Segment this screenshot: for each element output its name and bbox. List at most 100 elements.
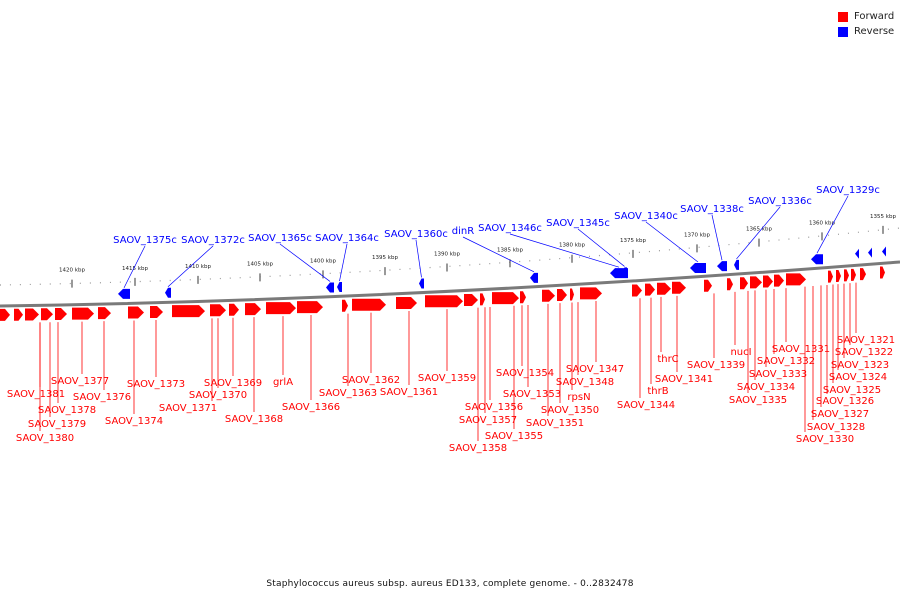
- forward-gene[interactable]: [672, 281, 686, 294]
- reverse-gene[interactable]: [337, 282, 342, 293]
- reverse-gene[interactable]: [118, 288, 130, 299]
- forward-gene[interactable]: [542, 289, 555, 302]
- forward-gene[interactable]: [750, 276, 762, 289]
- forward-gene-label: SAOV_1334: [737, 382, 795, 393]
- reverse-gene[interactable]: [326, 282, 334, 293]
- reverse-gene[interactable]: [622, 267, 627, 278]
- forward-gene-label: SAOV_1379: [28, 419, 86, 430]
- forward-gene[interactable]: [128, 306, 144, 319]
- reverse-gene-label: SAOV_1365c: [248, 233, 312, 244]
- forward-gene[interactable]: [266, 302, 296, 315]
- reverse-leader-line: [711, 214, 723, 261]
- forward-gene[interactable]: [657, 282, 671, 295]
- forward-gene-label: SAOV_1363: [319, 388, 377, 399]
- forward-gene-label: SAOV_1328: [807, 422, 865, 433]
- reverse-gene[interactable]: [717, 261, 727, 272]
- forward-gene[interactable]: [880, 266, 885, 279]
- forward-gene[interactable]: [25, 308, 39, 321]
- reverse-swatch: [838, 26, 848, 37]
- forward-gene-label: SAOV_1326: [816, 396, 874, 407]
- forward-gene[interactable]: [245, 303, 261, 316]
- forward-gene-label: SAOV_1370: [189, 390, 247, 401]
- reverse-gene-label: SAOV_1360c: [384, 229, 448, 240]
- forward-gene-label: SAOV_1371: [159, 403, 217, 414]
- forward-gene[interactable]: [55, 308, 67, 321]
- forward-gene[interactable]: [520, 291, 526, 304]
- forward-gene[interactable]: [727, 278, 733, 291]
- forward-gene[interactable]: [480, 293, 485, 306]
- reverse-gene-label: SAOV_1338c: [680, 204, 744, 215]
- scale-track: 1420 kbp 1415 kbp 1410 kbp 1405 kbp 1400 kbp…: [0, 214, 900, 288]
- forward-gene-label: SAOV_1377: [51, 376, 109, 387]
- forward-gene[interactable]: [632, 284, 642, 297]
- forward-gene[interactable]: [342, 299, 348, 312]
- forward-gene[interactable]: [763, 275, 773, 288]
- gene-labels: SAOV_1375c SAOV_1372c SAOV_1365c SAOV_1364c…: [7, 185, 895, 454]
- forward-gene[interactable]: [740, 277, 748, 290]
- forward-gene[interactable]: [150, 305, 163, 318]
- forward-gene[interactable]: [557, 289, 567, 302]
- forward-gene-label: grlA: [273, 377, 293, 388]
- forward-gene[interactable]: [229, 303, 239, 316]
- forward-gene[interactable]: [580, 287, 602, 300]
- forward-gene[interactable]: [492, 292, 519, 305]
- scale-label: 1380 kbp: [559, 243, 585, 249]
- reverse-gene-label: SAOV_1329c: [816, 185, 880, 196]
- forward-gene-label: SAOV_1378: [38, 405, 96, 416]
- reverse-gene[interactable]: [419, 278, 424, 289]
- forward-gene[interactable]: [851, 268, 856, 281]
- forward-gene[interactable]: [570, 288, 574, 301]
- forward-swatch: [838, 11, 848, 22]
- reverse-leader-line: [645, 221, 699, 263]
- forward-gene-label: SAOV_1362: [342, 375, 400, 386]
- forward-gene[interactable]: [297, 301, 323, 314]
- forward-gene-label: SAOV_1331: [772, 344, 830, 355]
- forward-gene[interactable]: [704, 279, 712, 292]
- forward-gene[interactable]: [210, 304, 226, 317]
- forward-gene-label: SAOV_1374: [105, 416, 163, 427]
- legend-forward-label: Forward: [854, 11, 895, 22]
- reverse-gene[interactable]: [690, 262, 706, 273]
- forward-gene-label: thrC: [657, 354, 678, 365]
- reverse-leader-line: [462, 236, 535, 273]
- reverse-gene-label: SAOV_1364c: [315, 233, 379, 244]
- forward-gene[interactable]: [396, 297, 417, 310]
- forward-gene[interactable]: [836, 270, 841, 283]
- reverse-leader-line: [577, 228, 625, 267]
- forward-gene[interactable]: [172, 305, 205, 318]
- reverse-gene[interactable]: [165, 287, 171, 298]
- forward-gene-label: SAOV_1373: [127, 379, 185, 390]
- reverse-gene[interactable]: [734, 259, 739, 270]
- forward-gene[interactable]: [828, 270, 833, 283]
- forward-gene[interactable]: [786, 273, 806, 286]
- reverse-leader-line: [123, 245, 146, 289]
- forward-gene[interactable]: [0, 308, 10, 321]
- reverse-gene[interactable]: [868, 247, 872, 258]
- forward-gene-label: SAOV_1348: [556, 377, 614, 388]
- forward-gene[interactable]: [464, 293, 478, 306]
- forward-gene-label: SAOV_1376: [73, 392, 131, 403]
- forward-gene-label: SAOV_1330: [796, 434, 854, 445]
- forward-gene[interactable]: [352, 298, 386, 311]
- forward-gene[interactable]: [98, 307, 111, 320]
- reverse-gene[interactable]: [530, 272, 538, 283]
- reverse-leader-line: [736, 206, 781, 260]
- forward-gene[interactable]: [41, 308, 53, 321]
- reverse-gene[interactable]: [855, 248, 859, 259]
- forward-gene[interactable]: [645, 283, 655, 296]
- forward-gene[interactable]: [844, 269, 849, 282]
- forward-gene[interactable]: [14, 308, 23, 321]
- reverse-leader-line: [509, 233, 620, 268]
- forward-gene[interactable]: [860, 268, 866, 281]
- scale-label: 1410 kbp: [185, 264, 211, 270]
- reverse-gene[interactable]: [811, 254, 823, 265]
- forward-gene[interactable]: [774, 274, 784, 287]
- reverse-gene[interactable]: [882, 246, 886, 257]
- forward-gene[interactable]: [425, 295, 463, 308]
- forward-gene-label: SAOV_1347: [566, 364, 624, 375]
- legend-reverse-label: Reverse: [854, 26, 895, 37]
- forward-gene-label: SAOV_1325: [823, 385, 881, 396]
- scale-label: 1370 kbp: [684, 232, 710, 238]
- forward-gene-label: SAOV_1341: [655, 374, 713, 385]
- forward-gene[interactable]: [72, 307, 94, 320]
